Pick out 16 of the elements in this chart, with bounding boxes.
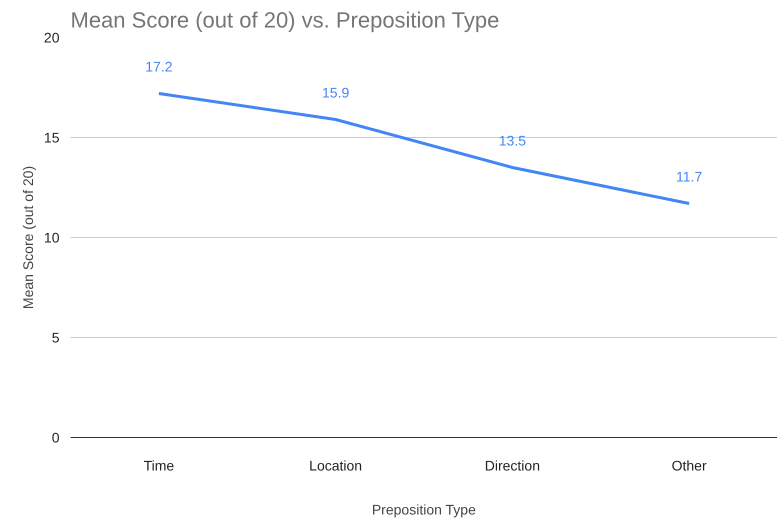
x-tick-label: Time: [144, 458, 174, 474]
y-tick-label: 15: [44, 130, 60, 146]
x-axis-title: Preposition Type: [372, 502, 476, 518]
y-tick-label: 0: [52, 430, 60, 446]
chart-title: Mean Score (out of 20) vs. Preposition Type: [70, 8, 500, 32]
x-tick-label: Location: [309, 458, 362, 474]
data-label: 17.2: [145, 58, 173, 74]
y-tick-label: 5: [52, 330, 60, 346]
x-tick-label: Direction: [484, 458, 540, 474]
y-axis-title: Mean Score (out of 20): [20, 166, 36, 310]
y-tick-label: 20: [44, 30, 60, 46]
y-tick-label: 10: [44, 230, 60, 246]
data-label: 11.7: [676, 168, 702, 184]
data-label: 13.5: [498, 132, 526, 148]
data-label: 15.9: [322, 84, 350, 100]
x-tick-label: Other: [672, 458, 707, 474]
